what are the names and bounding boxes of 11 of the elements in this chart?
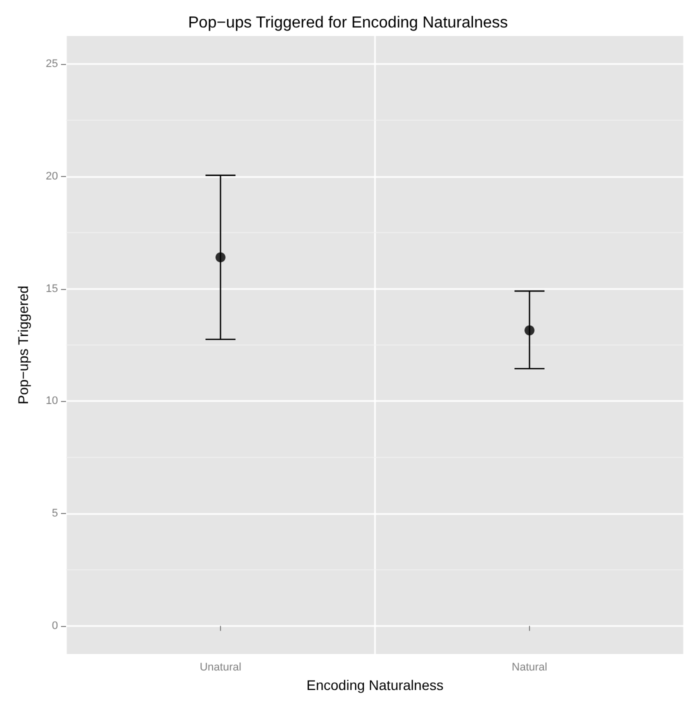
y-tick-label: 20 [46, 170, 58, 182]
y-tick-label: 15 [46, 282, 58, 295]
y-axis-title: Pop−ups Triggered [15, 286, 31, 404]
x-axis-title: Encoding Naturalness [306, 677, 444, 693]
x-tick-label: Unatural [200, 662, 242, 674]
chart-title: Pop−ups Triggered for Encoding Naturalness [188, 14, 508, 32]
y-tick-label: 25 [46, 58, 58, 70]
x-tick-label: Natural [512, 662, 548, 674]
y-tick-label: 5 [52, 508, 58, 520]
y-tick-label: 10 [46, 395, 58, 408]
y-tick-label: 0 [52, 620, 58, 632]
